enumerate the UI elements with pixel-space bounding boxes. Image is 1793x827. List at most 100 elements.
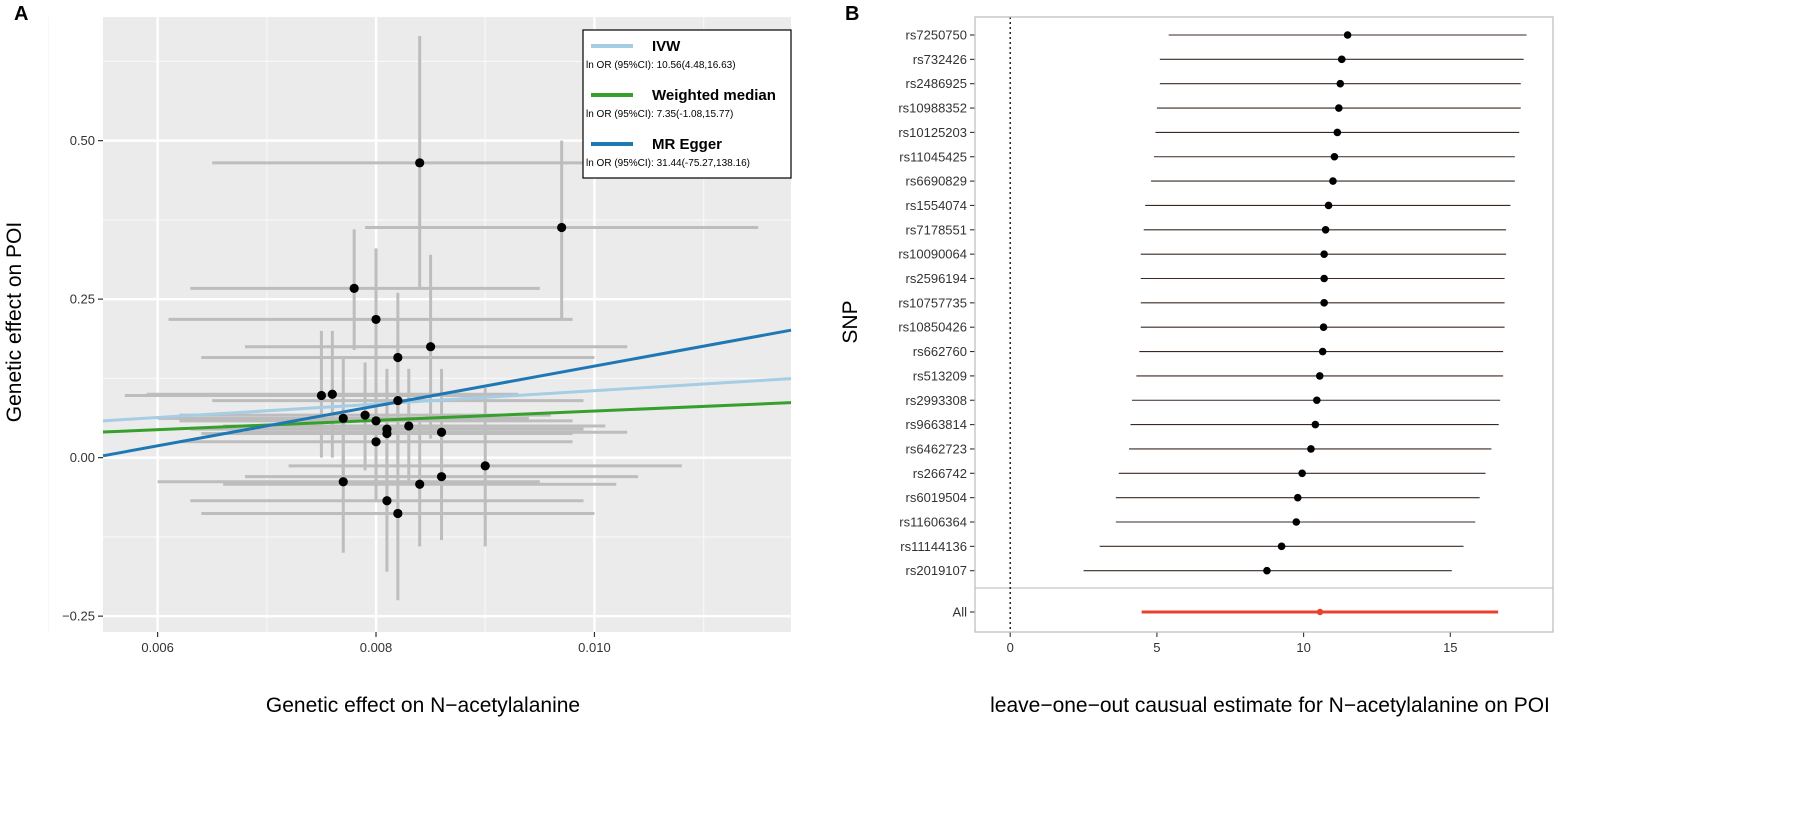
snp-label: rs11045425 [899,149,967,164]
snp-label: rs266742 [913,466,967,481]
data-point [338,413,348,423]
data-point [393,508,403,519]
panel-b-x-axis-title: leave−one−out causual estimate for N−ace… [990,694,1550,717]
estimate-point [1277,542,1286,551]
data-point [436,472,447,482]
data-point [360,410,370,420]
estimate-point [1333,128,1342,137]
data-point [349,283,359,293]
snp-label: rs2993308 [906,393,967,408]
estimate-point [1320,250,1328,258]
data-point [371,314,381,325]
data-point [393,395,403,406]
panel-a-y-axis-title: Genetic effect on POI [3,222,26,422]
snp-label: rs2486925 [906,76,967,91]
panel-b-y-axis-title: SNP [839,300,862,343]
panel-b-letter: B [845,3,859,25]
snp-label: rs10988352 [898,101,967,116]
snp-label: rs9663814 [906,417,967,432]
snp-label: rs732426 [913,52,967,67]
y-tick-label: 0.50 [70,133,95,148]
estimate-point [1307,445,1315,453]
y-tick-label: 0.25 [70,292,95,307]
data-point [382,496,392,506]
regression-line-weighted-median [102,401,792,434]
estimate-point [1335,104,1343,112]
panel-a-points [316,158,567,519]
data-point [436,427,447,437]
x-tick-label: 0.008 [360,640,393,655]
panel-a-legend: IVW ln OR (95%CI): 10.56(4.48,16.63) Weigh… [582,29,792,179]
data-point [426,342,436,352]
estimate-point [1343,31,1352,39]
estimate-point [1337,55,1346,64]
estimate-point [1320,299,1328,307]
estimate-point [1292,518,1301,526]
snp-label: rs7250750 [906,28,967,43]
snp-label: rs6690829 [906,174,967,189]
snp-label: rs11606364 [899,515,967,530]
x-tick-label: 0.006 [141,640,174,655]
data-point [393,352,403,363]
regression-line-mr-egger [102,328,792,458]
legend-box [582,29,792,179]
snp-label: rs6019504 [906,490,967,505]
estimate-point [1263,566,1271,575]
x-tick-label: 0.010 [578,640,611,655]
panel-b-forest: rs7250750 rs732426 rs2486925 rs10988352 rs10… [898,16,1554,655]
snp-label: rs2019107 [906,563,967,578]
legend-label: IVW [652,38,681,55]
data-point [338,477,348,487]
data-point [371,437,381,447]
snp-label: rs10090064 [898,247,967,262]
data-point [371,416,381,426]
snp-label: rs10757735 [898,295,967,310]
y-tick-label: 0.00 [70,450,95,465]
snp-label: rs2596194 [906,271,967,286]
snp-label: rs10850426 [898,320,967,335]
data-point [404,421,414,431]
data-point [316,390,327,401]
estimate-point [1321,226,1330,234]
snp-label: rs11144136 [900,539,967,554]
panel-a-ticks: 0.006 0.008 0.010 −0.25 0.00 0.25 0.50 [62,133,611,655]
panel-a: A 0.006 0.008 0.010 −0.25 0.00 0.25 0.50 IVW ln… [3,3,792,717]
panel-b-plot-border [975,17,1553,632]
data-point [557,222,567,233]
legend-label: MR Egger [652,136,722,153]
snp-label: rs6462723 [906,441,967,456]
estimate-point [1313,396,1321,405]
estimate-point [1315,372,1324,380]
data-point [327,389,337,399]
data-point [415,158,425,168]
panel-b-frame [974,16,1554,633]
overall-estimate-point [1316,608,1324,616]
overall-label: All [953,605,968,620]
data-point [480,461,490,471]
legend-estimate: ln OR (95%CI): 7.35(-1.08,15.77) [586,109,733,120]
estimate-point [1324,201,1333,210]
x-tick-label: 10 [1296,640,1310,655]
snp-label: rs513209 [913,368,967,383]
estimate-point [1329,177,1337,185]
x-tick-label: 0 [1007,640,1014,655]
estimate-point [1298,469,1306,478]
estimate-point [1320,274,1328,283]
regression-line-ivw [102,377,792,423]
data-point [415,479,425,489]
legend-label: Weighted median [652,87,776,104]
estimate-point [1319,323,1328,332]
panel-a-letter: A [14,3,28,25]
estimate-point [1330,152,1339,161]
x-tick-label: 15 [1443,640,1457,655]
snp-label: rs10125203 [898,125,967,140]
data-point [382,428,392,439]
panel-a-x-axis-title: Genetic effect on N−acetylalanine [266,694,580,717]
panel-a-regression-lines [102,328,792,458]
estimate-point [1318,347,1327,356]
snp-label: rs7178551 [906,222,967,237]
snp-label: rs1554074 [906,198,967,213]
estimate-point [1336,79,1345,88]
y-tick-label: −0.25 [62,609,95,624]
